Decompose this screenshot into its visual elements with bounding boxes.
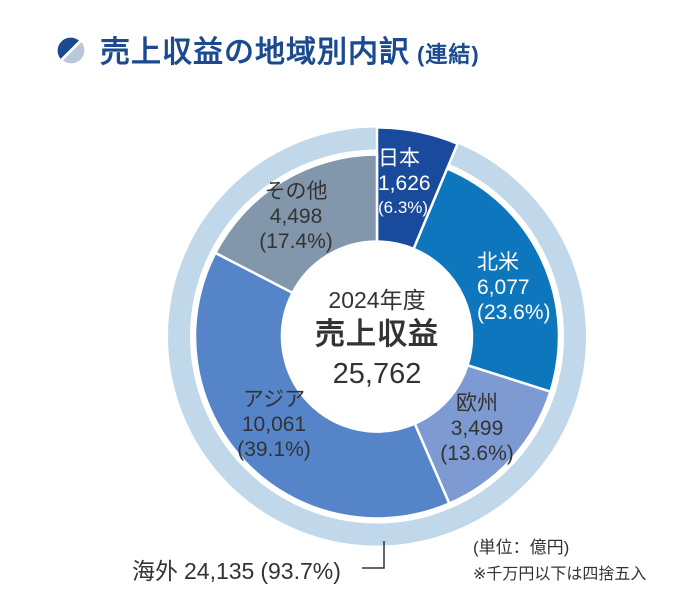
page-title-suffix: (連結) <box>417 42 480 67</box>
segment-label-japan: 日本 1,626 (6.3%) <box>378 146 431 220</box>
segment-pct: (17.4%) <box>259 230 333 253</box>
overseas-leader-line <box>362 541 385 569</box>
segment-value: 10,061 <box>241 413 307 436</box>
fiscal-period: 2024年度 <box>328 287 426 313</box>
segment-value: 1,626 <box>378 172 431 195</box>
rounding-note: ※千万円以下は四捨五入 <box>473 566 647 583</box>
segment-value: 4,498 <box>269 205 323 228</box>
segment-name: 北米 <box>477 251 519 274</box>
unit-note: (単位：億円) <box>473 538 570 557</box>
segment-value: 6,077 <box>477 276 530 299</box>
segment-pct: (6.3%) <box>378 198 429 217</box>
segment-north-america <box>412 167 561 393</box>
icon-dark-half <box>57 37 79 59</box>
segment-pct: (39.1%) <box>237 438 311 461</box>
metric-name: 売上収益 <box>315 318 439 351</box>
overseas-callout: 海外 24,135 (93.7%) <box>132 552 347 586</box>
segment-name: 日本 <box>378 147 420 170</box>
icon-light-half <box>63 42 85 64</box>
segment-others <box>214 153 379 295</box>
donut-center-label: 2024年度 売上収益 25,762 <box>277 284 477 394</box>
segment-asia <box>193 251 451 520</box>
segment-label-asia: アジア 10,061 (39.1%) <box>204 387 344 462</box>
segment-name: その他 <box>264 180 328 203</box>
page-title-text: 売上収益の地域別内訳 <box>100 36 410 69</box>
segment-name: アジア <box>242 388 306 411</box>
segment-japan <box>375 126 459 251</box>
overseas-value: 24,135 <box>184 558 255 584</box>
overseas-pct: (93.7%) <box>260 558 341 584</box>
segment-pct: (13.6%) <box>440 442 514 465</box>
overseas-label: 海外 <box>132 558 178 584</box>
segment-name: 欧州 <box>456 392 498 415</box>
split-circle-icon <box>57 37 85 64</box>
segment-label-north-america: 北米 6,077 (23.6%) <box>477 250 551 325</box>
segment-pct: (23.6%) <box>477 301 551 324</box>
metric-total: 25,762 <box>332 358 422 390</box>
segment-label-europe: 欧州 3,499 (13.6%) <box>407 391 547 466</box>
page-title: 売上収益の地域別内訳 (連結) <box>100 27 480 71</box>
segment-label-others: その他 4,498 (17.4%) <box>226 179 366 254</box>
segment-value: 3,499 <box>450 417 504 440</box>
